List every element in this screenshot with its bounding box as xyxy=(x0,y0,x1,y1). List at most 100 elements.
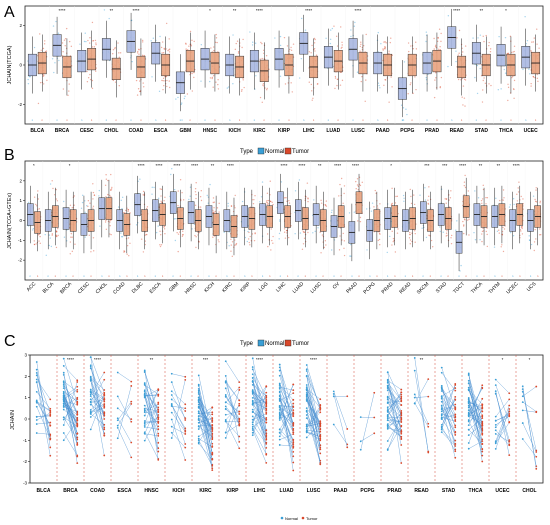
pair-line xyxy=(522,386,537,397)
jitter-point xyxy=(152,37,155,39)
normal-point xyxy=(143,421,146,424)
jitter-point xyxy=(110,189,112,192)
pair-line xyxy=(414,394,429,424)
pair-line xyxy=(468,440,483,449)
jitter-point xyxy=(228,231,230,233)
jitter-point xyxy=(362,45,365,47)
jitter-point xyxy=(85,40,87,43)
jitter-point xyxy=(384,48,386,50)
jitter-point xyxy=(310,83,313,86)
tumor-point xyxy=(454,408,457,411)
tumor-point xyxy=(346,395,349,398)
tumor-point xyxy=(508,392,511,395)
jitter-point xyxy=(440,40,442,43)
ytick-label: 2 xyxy=(19,23,22,28)
jitter-point xyxy=(394,251,397,253)
sample-count-label: n xyxy=(226,275,228,278)
jitter-point xyxy=(194,188,197,190)
jitter-point xyxy=(181,119,183,121)
jitter-point xyxy=(533,37,535,39)
jitter-point xyxy=(411,240,413,243)
tumor-point xyxy=(454,387,457,389)
jitter-point xyxy=(168,49,170,51)
pair-line xyxy=(252,392,267,436)
pair-line xyxy=(90,399,105,414)
jitter-point xyxy=(403,197,405,199)
tumor-point xyxy=(400,462,403,464)
jitter-point xyxy=(55,230,58,233)
jitter-point xyxy=(356,178,359,180)
jitter-point xyxy=(450,190,452,192)
tumor-point xyxy=(76,388,79,391)
jitter-point xyxy=(65,27,68,30)
jitter-point xyxy=(112,52,114,55)
jitter-point xyxy=(357,220,359,222)
sample-count-label: n xyxy=(91,119,93,122)
sample-count-label: n xyxy=(387,119,389,122)
pair-line xyxy=(441,387,456,397)
tumor-point xyxy=(157,388,160,391)
tumor-point xyxy=(76,390,79,393)
jitter-point xyxy=(314,38,316,41)
jitter-point xyxy=(241,200,244,203)
pair-line xyxy=(252,386,267,405)
pair-line xyxy=(225,396,240,421)
jitter-point xyxy=(421,227,423,229)
normal-point xyxy=(251,380,254,382)
sample-count-label: n xyxy=(264,119,266,122)
category-label: THCA xyxy=(469,488,483,494)
jitter-point xyxy=(311,99,313,101)
category-label: BLCA xyxy=(37,488,51,494)
sample-count-label: n xyxy=(451,119,453,122)
significance-label: **** xyxy=(305,8,312,13)
jitter-point xyxy=(407,92,409,95)
category-label: LUSC xyxy=(351,128,365,134)
normal-point xyxy=(386,384,389,387)
sample-count-label: n xyxy=(198,275,200,278)
jitter-point xyxy=(439,226,441,228)
normal-point xyxy=(494,423,497,426)
pair-line xyxy=(441,384,456,416)
tumor-point xyxy=(481,427,484,429)
bottom-legend-tumor-dot xyxy=(301,516,305,520)
jitter-point xyxy=(129,242,131,245)
sample-count-label: n xyxy=(303,119,305,122)
sample-count-label: n xyxy=(108,275,110,278)
normal-point xyxy=(440,388,443,390)
pair-line xyxy=(63,401,78,421)
normal-point xyxy=(170,390,173,393)
jitter-point xyxy=(483,40,485,43)
jitter-point xyxy=(236,40,239,42)
pair-line xyxy=(468,385,483,421)
tumor-point xyxy=(103,405,106,408)
pair-line xyxy=(144,420,159,422)
jitter-point xyxy=(230,238,232,240)
sample-count-label: n xyxy=(140,119,142,122)
jitter-point xyxy=(232,83,234,85)
sample-count-label: n xyxy=(32,119,34,122)
pair-line xyxy=(63,381,78,415)
normal-point xyxy=(170,437,173,439)
normal-point xyxy=(62,392,65,395)
pair-line xyxy=(171,399,186,412)
jitter-point xyxy=(107,179,109,182)
sample-count-label: n xyxy=(190,119,192,122)
jitter-point xyxy=(359,216,362,219)
tumor-point xyxy=(508,404,511,407)
jitter-point xyxy=(271,239,273,242)
jitter-point xyxy=(170,173,172,176)
jitter-point xyxy=(142,41,144,43)
category-label: PRAD xyxy=(381,281,395,295)
jitter-point xyxy=(247,230,249,233)
jitter-point xyxy=(486,196,489,199)
normal-point xyxy=(170,372,173,375)
jitter-point xyxy=(325,205,328,207)
tumor-point xyxy=(265,409,268,412)
jitter-point xyxy=(66,240,68,242)
normal-point xyxy=(386,448,389,451)
jitter-point xyxy=(191,90,194,92)
sample-count-label: n xyxy=(180,119,182,122)
jitter-point xyxy=(333,25,335,27)
category-label: SKCM xyxy=(416,281,430,295)
jitter-point xyxy=(242,38,244,41)
